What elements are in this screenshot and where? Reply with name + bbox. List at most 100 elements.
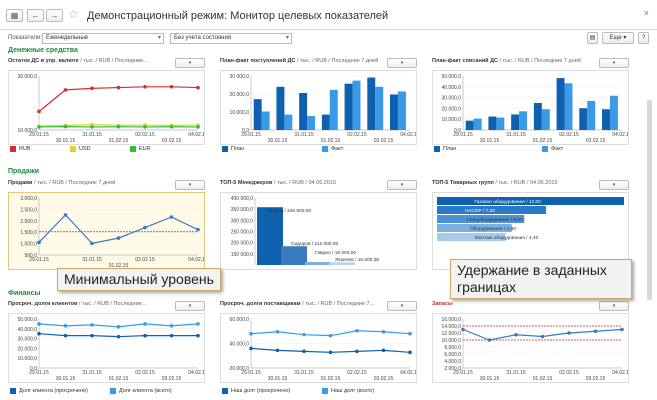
y-tick-label: 10.000,0 <box>18 128 38 134</box>
legend-total: Наш долг (всего) <box>322 388 374 394</box>
title-bar: ▦ ← → ☆ Демонстрационный режим: Монитор … <box>0 0 657 30</box>
chart-top-products: Газовое оборудование / 12,00 НАСОР / 7,00… <box>437 197 624 241</box>
y-tick-label: 10.000,0 <box>442 117 462 123</box>
data-point <box>116 334 121 339</box>
x-tick-label: 31.01.15 <box>506 370 526 376</box>
x-tick-label: 30.01.15 <box>56 138 76 144</box>
print-icon[interactable]: ▤ <box>587 32 598 44</box>
x-tick-label: 03.02.15 <box>586 138 606 144</box>
panel-menu-button[interactable]: ▾ <box>387 301 417 311</box>
y-tick-label: 0,0 <box>242 128 249 134</box>
data-point <box>63 324 68 328</box>
bar <box>437 233 506 241</box>
bar <box>437 224 512 232</box>
bar <box>276 86 285 130</box>
y-tick-label: 14.000,0 <box>442 324 462 330</box>
y-tick-label: 400 000,0 <box>231 196 253 202</box>
close-button[interactable]: × <box>643 8 649 18</box>
back-button[interactable]: ← <box>27 9 44 22</box>
legend-swatch <box>10 388 16 394</box>
panel-menu-button[interactable]: ▾ <box>175 58 205 68</box>
home-icon[interactable]: ▦ <box>6 9 23 22</box>
panel-title-main: План-факт поступлений ДС <box>220 58 296 64</box>
bar-label: Сидоров / 112 000,00 <box>291 241 338 247</box>
state-select[interactable]: Без учета состояния ▾ <box>170 33 292 44</box>
legend-plan: План <box>434 146 456 152</box>
chevron-down-icon: ▾ <box>157 35 161 41</box>
chart-expense: 50.000,0 40.000,0 30.000,0 20.000,0 10.000,0… <box>442 74 632 144</box>
panel-menu-button[interactable]: ▾ <box>387 180 417 190</box>
bar <box>465 120 474 130</box>
legend-plan: План <box>222 146 244 152</box>
bar <box>533 103 542 130</box>
section-sales: Продажи <box>8 168 40 175</box>
help-button[interactable]: ? <box>638 32 649 44</box>
panel-cash-balance: Остаток ДС в упр. валюте / тыс. / RUB / … <box>8 58 213 158</box>
chart-stock: 16.000,014.000,012.000,010.000,08.000,06… <box>442 317 632 382</box>
x-tick-label: 01.02.15 <box>109 138 129 144</box>
y-tick-label: 10.000,0 <box>442 338 462 344</box>
x-tick-label: 01.02.15 <box>109 263 129 269</box>
callout-hold-bounds: Удержание в заданных границах <box>450 259 632 299</box>
data-point <box>514 332 518 337</box>
y-tick-label: 2.500,0 <box>20 207 37 213</box>
chart-cash-balance: 30.000,0 10.000,029.01.15 31.01.15 02.02.15… <box>18 74 208 144</box>
panel-supplier-debts: Просроч. долги поставщикам / тыс. / RUB … <box>220 301 425 400</box>
more-button[interactable]: Еще ▾ <box>602 32 634 44</box>
panel-title: Запасы <box>432 301 592 307</box>
x-tick-label: 29.01.15 <box>453 132 473 138</box>
data-point <box>381 329 386 334</box>
panel-income-plan-fact: План-факт поступлений ДС / тыс. / RUB / … <box>220 58 425 158</box>
bar <box>329 262 355 265</box>
y-tick-label: 3.000,0 <box>20 196 37 202</box>
panel-menu-button[interactable]: ▾ <box>175 301 205 311</box>
favorite-star-icon[interactable]: ☆ <box>68 7 79 21</box>
panel-title: Продажи / тыс. / RUB / Последние 7 дней <box>8 180 168 186</box>
x-tick-label: 04.02.15 <box>400 132 416 138</box>
legend-label: План <box>231 146 245 152</box>
bar <box>305 261 331 265</box>
data-point <box>567 331 571 335</box>
panel-title-main: Просроч. долги клиентов <box>8 301 78 307</box>
scrollbar[interactable] <box>647 100 652 300</box>
legend-eur: EUR <box>130 146 151 152</box>
forward-button[interactable]: → <box>46 9 63 22</box>
panel-menu-button[interactable]: ▾ <box>599 301 629 311</box>
panel-menu-button[interactable]: ▾ <box>175 180 205 190</box>
legend-fact: Факт <box>322 146 343 152</box>
legend-swatch <box>542 146 548 152</box>
data-point <box>355 328 359 333</box>
x-tick-label: 01.02.15 <box>109 376 129 382</box>
legend-label: USD <box>79 146 91 152</box>
filter-label: Показатели: <box>8 35 42 41</box>
data-point <box>169 324 174 328</box>
chart-income: 30.000,0 20.000,0 10.000,0 0,029.01.15 31.01… <box>230 74 420 144</box>
data-point <box>37 322 41 326</box>
bar <box>284 114 293 130</box>
bar <box>602 109 610 130</box>
data-point <box>143 85 147 89</box>
x-tick-label: 04.02.15 <box>188 132 204 138</box>
panel-menu-button[interactable]: ▾ <box>599 180 629 190</box>
data-point <box>196 322 200 326</box>
data-point <box>37 109 41 114</box>
panel-title: Остаток ДС в упр. валюте / тыс. / RUB / … <box>8 58 168 64</box>
panel-title: ТОП-5 Менеджеров / тыс. / RUB / 04.06.20… <box>220 180 380 186</box>
x-tick-label: 04.02.15 <box>188 257 204 263</box>
bar-label: Гаврил / 18 000,00 <box>315 250 356 256</box>
data-point <box>302 349 306 354</box>
period-select[interactable]: Еженедельные ▾ <box>42 33 164 44</box>
panel-menu-button[interactable]: ▾ <box>387 58 417 68</box>
panel-title-sub: / тыс. / RUB / Последние... <box>80 58 148 64</box>
data-point <box>593 329 598 334</box>
x-tick-label: 01.02.15 <box>533 138 553 144</box>
bar <box>397 91 406 130</box>
legend-overdue: Наш долг (просрочено) <box>222 388 290 394</box>
panel-title-main: ТОП-5 Менеджеров <box>220 180 273 186</box>
bar <box>564 83 573 130</box>
y-tick-label: 0,0 <box>454 128 461 134</box>
y-tick-label: 250 000,0 <box>231 230 253 236</box>
bar <box>511 114 520 130</box>
data-point <box>408 331 412 336</box>
panel-menu-button[interactable]: ▾ <box>599 58 629 68</box>
